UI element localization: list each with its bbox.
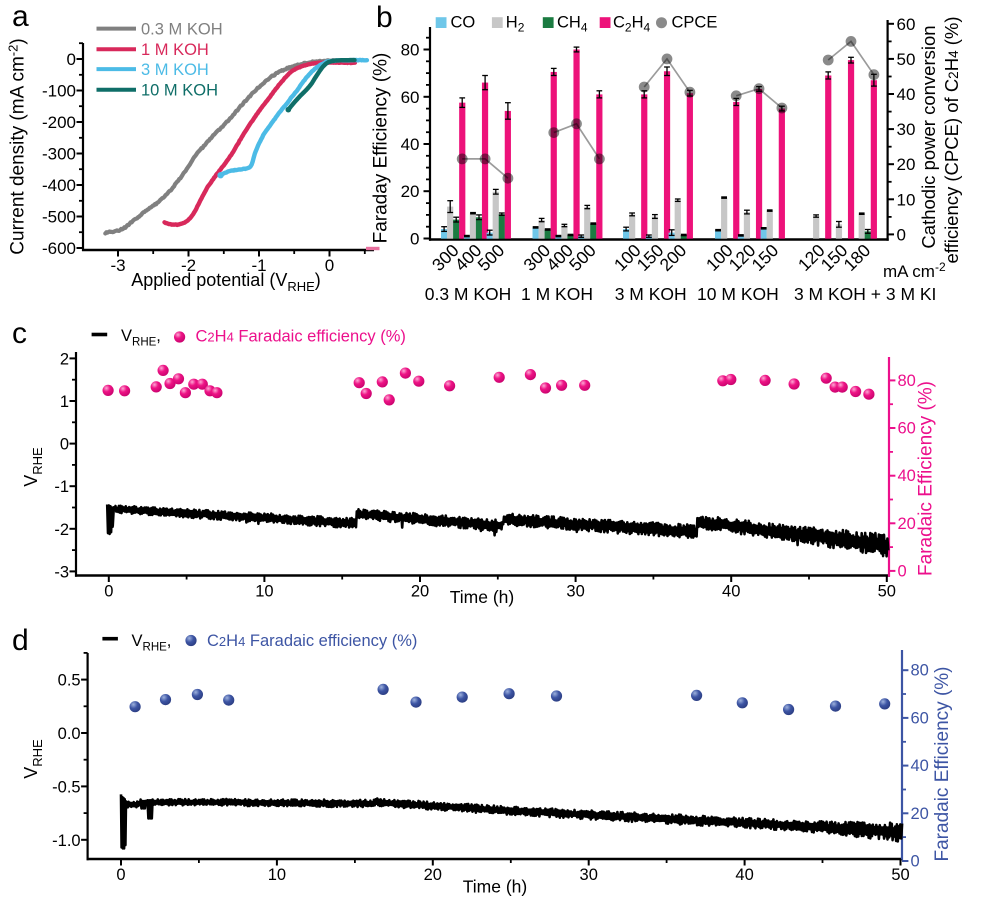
svg-text:50: 50 [897,50,916,69]
svg-text:80: 80 [898,372,916,390]
svg-text:80: 80 [911,662,929,680]
svg-text:10: 10 [897,190,916,209]
svg-text:50: 50 [878,583,896,601]
svg-text:30: 30 [897,120,916,139]
svg-text:10: 10 [255,583,273,601]
svg-text:0.3 M KOH: 0.3 M KOH [425,284,512,304]
svg-text:Time (h): Time (h) [463,877,528,897]
svg-text:60: 60 [897,15,916,34]
svg-text:-1: -1 [54,478,69,496]
svg-text:-0.5: -0.5 [52,778,80,796]
svg-text:10: 10 [268,866,286,884]
svg-text:-500: -500 [42,208,76,227]
svg-text:40: 40 [735,866,753,884]
svg-text:60: 60 [401,88,420,107]
svg-text:0: 0 [410,230,419,249]
svg-text:Faraday Efficiency (%): Faraday Efficiency (%) [371,53,392,244]
svg-text:Faradaic Efficiency (%): Faradaic Efficiency (%) [932,667,953,862]
svg-text:Cathodic power conversion: Cathodic power conversion [918,25,939,248]
svg-text:-200: -200 [42,113,76,132]
svg-text:1: 1 [60,393,69,411]
svg-text:3 M KOH: 3 M KOH [615,284,687,304]
svg-text:Current density (mA cm-2): Current density (mA cm-2) [6,38,29,254]
svg-text:mA cm-2: mA cm-2 [883,260,946,281]
svg-text:0: 0 [67,50,76,69]
svg-text:80: 80 [401,41,420,60]
svg-text:30: 30 [580,866,598,884]
svg-text:-1.0: -1.0 [52,832,80,850]
svg-text:-100: -100 [42,82,76,101]
svg-text:30: 30 [566,583,584,601]
svg-text:3 M KOH: 3 M KOH [141,61,209,79]
svg-text:20: 20 [898,515,916,533]
svg-text:C2H4 Faradaic efficiency (%): C2H4 Faradaic efficiency (%) [207,632,417,650]
svg-text:3 M KOH + 3 M KI: 3 M KOH + 3 M KI [794,284,936,304]
svg-text:-3: -3 [54,563,69,581]
svg-text:60: 60 [898,420,916,438]
svg-text:0: 0 [898,562,907,580]
svg-text:20: 20 [411,583,429,601]
svg-text:20: 20 [424,866,442,884]
svg-text:40: 40 [897,85,916,104]
svg-text:Time (h): Time (h) [450,587,515,607]
svg-text:CO: CO [451,14,476,32]
svg-text:10 M KOH: 10 M KOH [697,284,779,304]
svg-text:10 M KOH: 10 M KOH [141,82,218,100]
svg-text:-1: -1 [251,256,266,275]
svg-text:40: 40 [911,757,929,775]
svg-text:40: 40 [401,135,420,154]
svg-text:20: 20 [897,155,916,174]
svg-text:-300: -300 [42,145,76,164]
svg-text:b: b [376,1,393,34]
svg-text:a: a [12,0,29,33]
svg-text:CPCE: CPCE [672,14,718,32]
svg-text:20: 20 [911,805,929,823]
svg-text:1 M KOH: 1 M KOH [141,41,209,59]
svg-text:C2H4: C2H4 [613,14,651,35]
svg-text:0.3 M KOH: 0.3 M KOH [141,21,223,39]
svg-text:Faradaic Efficiency (%): Faradaic Efficiency (%) [916,381,937,576]
svg-text:-2: -2 [181,256,196,275]
svg-text:1 M KOH: 1 M KOH [521,284,593,304]
svg-text:-3: -3 [110,256,125,275]
svg-text:-2: -2 [54,521,69,539]
svg-text:0: 0 [911,853,920,871]
svg-text:-600: -600 [42,239,76,258]
svg-text:60: 60 [911,709,929,727]
svg-text:0: 0 [325,256,334,275]
svg-text:d: d [12,624,29,657]
svg-text:efficiency (CPCE) of C2H4 (%): efficiency (CPCE) of C2H4 (%) [941,16,962,263]
svg-text:c: c [12,317,27,350]
svg-text:0: 0 [60,436,69,454]
svg-text:40: 40 [722,583,740,601]
svg-text:-400: -400 [42,176,76,195]
svg-text:40: 40 [898,467,916,485]
svg-text:0: 0 [116,866,125,884]
svg-text:C2H4 Faradaic efficiency (%): C2H4 Faradaic efficiency (%) [196,328,406,346]
svg-text:50: 50 [891,866,909,884]
svg-text:0.0: 0.0 [58,725,81,743]
svg-text:0: 0 [104,583,113,601]
svg-text:20: 20 [401,182,420,201]
svg-text:2: 2 [60,350,69,368]
svg-text:CH4: CH4 [557,14,588,35]
svg-text:0.5: 0.5 [58,672,81,690]
svg-text:0: 0 [897,225,906,244]
